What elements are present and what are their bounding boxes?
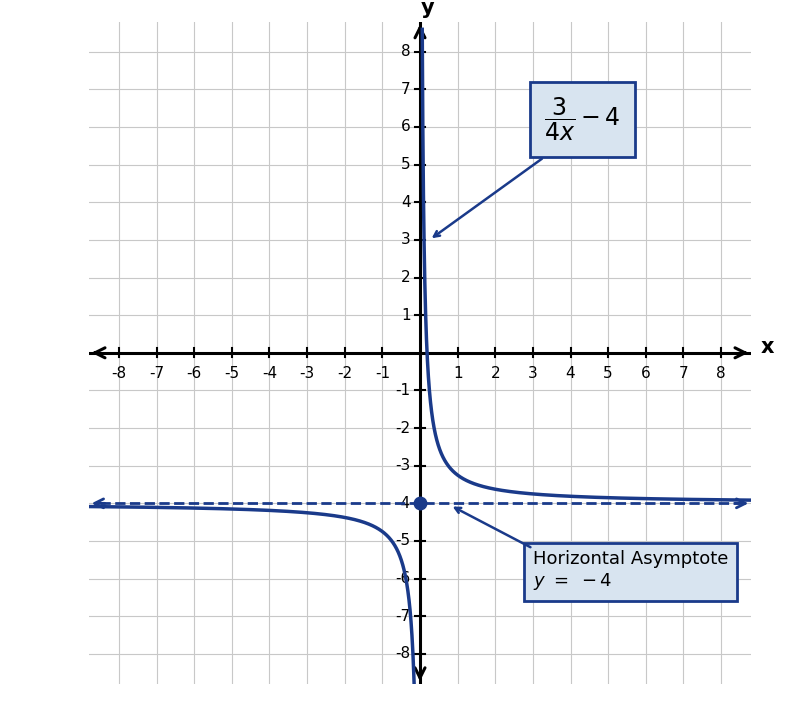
- Text: -8: -8: [395, 647, 410, 662]
- Text: $\dfrac{3}{4x} - 4$: $\dfrac{3}{4x} - 4$: [544, 96, 621, 143]
- Text: y: y: [421, 0, 434, 18]
- Text: x: x: [761, 337, 774, 357]
- Text: -5: -5: [224, 366, 239, 381]
- Text: -8: -8: [111, 366, 126, 381]
- Text: 5: 5: [401, 157, 410, 172]
- Text: 8: 8: [401, 44, 410, 59]
- Text: -6: -6: [395, 571, 410, 586]
- Text: 4: 4: [401, 194, 410, 210]
- Text: 1: 1: [453, 366, 462, 381]
- Text: 3: 3: [401, 233, 410, 248]
- Text: -2: -2: [395, 420, 410, 436]
- Text: -4: -4: [262, 366, 277, 381]
- Text: -6: -6: [186, 366, 202, 381]
- Text: 2: 2: [401, 270, 410, 285]
- Text: 3: 3: [528, 366, 538, 381]
- Text: 6: 6: [641, 366, 650, 381]
- Text: 8: 8: [716, 366, 726, 381]
- Text: -4: -4: [395, 496, 410, 511]
- Text: -3: -3: [395, 458, 410, 473]
- Text: 5: 5: [603, 366, 613, 381]
- Text: 4: 4: [566, 366, 575, 381]
- Text: -7: -7: [395, 608, 410, 624]
- Text: 2: 2: [490, 366, 500, 381]
- Text: -3: -3: [299, 366, 314, 381]
- Text: -2: -2: [337, 366, 352, 381]
- Text: -1: -1: [375, 366, 390, 381]
- Text: 7: 7: [401, 82, 410, 97]
- Text: -7: -7: [149, 366, 164, 381]
- Text: -5: -5: [395, 534, 410, 549]
- Text: Horizontal Asymptote
$y\ =\ -4$: Horizontal Asymptote $y\ =\ -4$: [533, 550, 728, 592]
- Text: 1: 1: [401, 307, 410, 323]
- Text: 6: 6: [401, 120, 410, 135]
- Text: -1: -1: [395, 383, 410, 398]
- Text: 7: 7: [678, 366, 688, 381]
